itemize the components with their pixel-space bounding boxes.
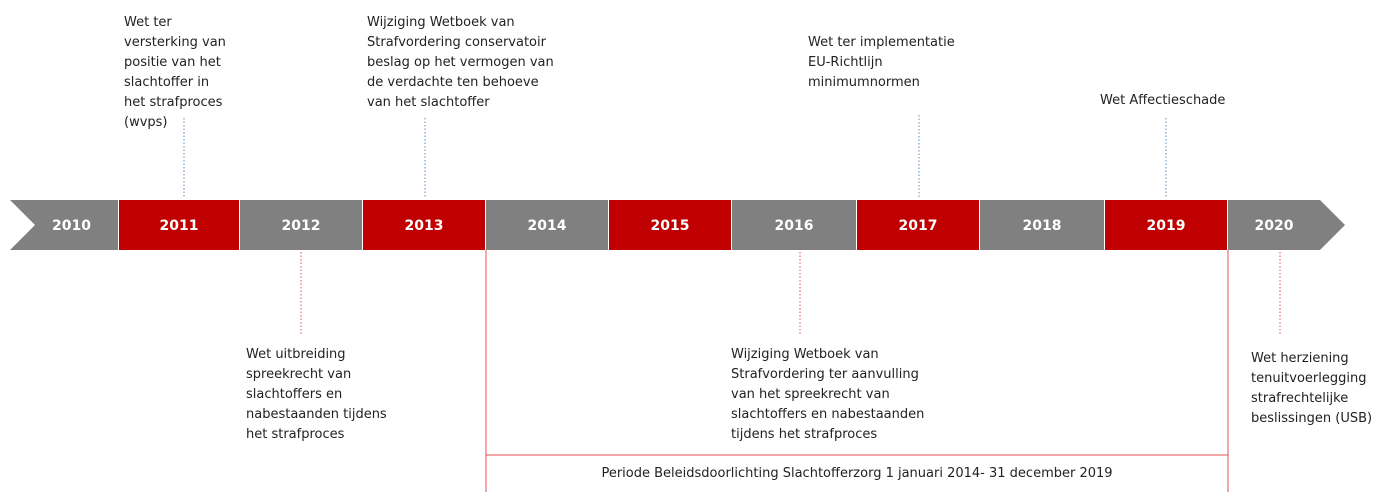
- year-segment: [486, 200, 608, 250]
- year-segment: [363, 200, 485, 250]
- year-segment: [1105, 200, 1227, 250]
- year-label: 2014: [528, 218, 567, 234]
- event-text: slachtoffers en: [246, 387, 342, 402]
- year-label: 2016: [775, 218, 814, 234]
- year-segment: [10, 200, 118, 250]
- event-text: Wet herziening: [1251, 351, 1349, 366]
- event-text: Wet uitbreiding: [246, 347, 346, 362]
- event-text: slachtoffers en nabestaanden: [731, 407, 924, 422]
- event-text: (wvps): [124, 115, 168, 130]
- year-label: 2013: [405, 218, 444, 234]
- period-label: Periode Beleidsdoorlichting Slachtofferz…: [601, 466, 1112, 481]
- event-text: het strafproces: [246, 427, 345, 442]
- year-label: 2015: [651, 218, 690, 234]
- event-text: de verdachte ten behoeve: [367, 75, 539, 90]
- year-label: 2012: [282, 218, 321, 234]
- event-text: positie van het: [124, 55, 221, 70]
- year-label: 2017: [899, 218, 938, 234]
- event-text: spreekrecht van: [246, 367, 351, 382]
- year-segment: [240, 200, 362, 250]
- year-segment: [980, 200, 1104, 250]
- event-text: nabestaanden tijdens: [246, 407, 387, 422]
- event-text: Strafvordering conservatoir: [367, 35, 547, 50]
- event-text: van het spreekrecht van: [731, 387, 890, 402]
- event-text: Wet Affectieschade: [1100, 93, 1225, 108]
- year-label: 2019: [1147, 218, 1186, 234]
- event-text: Strafvordering ter aanvulling: [731, 367, 919, 382]
- year-label: 2018: [1023, 218, 1062, 234]
- event-text: tijdens het strafproces: [731, 427, 877, 442]
- event-text: strafrechtelijke: [1251, 391, 1348, 406]
- event-text: slachtoffer in: [124, 75, 209, 90]
- event-text: het strafproces: [124, 95, 223, 110]
- year-label: 2011: [160, 218, 199, 234]
- event-text: Wijziging Wetboek van: [367, 15, 515, 30]
- year-segment: [732, 200, 856, 250]
- event-text: beslissingen (USB): [1251, 411, 1372, 426]
- year-segment: [1228, 200, 1345, 250]
- year-segment: [119, 200, 239, 250]
- event-text: Wijziging Wetboek van: [731, 347, 879, 362]
- year-segment: [857, 200, 979, 250]
- event-text: tenuitvoerlegging: [1251, 371, 1367, 386]
- event-text: van het slachtoffer: [367, 95, 490, 110]
- event-text: versterking van: [124, 35, 226, 50]
- year-label: 2020: [1255, 218, 1294, 234]
- year-segment: [609, 200, 731, 250]
- event-text: beslag op het vermogen van: [367, 55, 554, 70]
- event-text: Wet ter: [124, 15, 172, 30]
- event-text: minimumnormen: [808, 75, 920, 90]
- event-text: EU-Richtlijn: [808, 55, 883, 70]
- event-text: Wet ter implementatie: [808, 35, 955, 50]
- year-label: 2010: [52, 218, 91, 234]
